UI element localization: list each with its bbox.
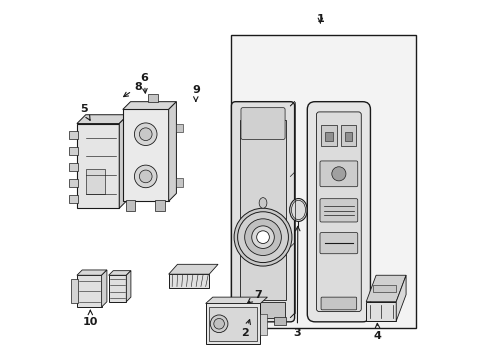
Bar [70, 279, 78, 303]
Bar [108, 275, 126, 302]
Bar [125, 201, 135, 211]
Text: 3: 3 [293, 226, 301, 338]
Bar [240, 120, 285, 300]
Bar [321, 125, 336, 147]
FancyBboxPatch shape [306, 102, 370, 322]
Bar [77, 123, 119, 208]
Polygon shape [119, 115, 128, 208]
FancyBboxPatch shape [241, 108, 285, 139]
Text: 8: 8 [123, 81, 142, 96]
Text: 1: 1 [316, 14, 324, 24]
Circle shape [244, 219, 281, 256]
FancyBboxPatch shape [319, 199, 357, 222]
Bar [176, 178, 183, 187]
Ellipse shape [291, 200, 305, 220]
FancyBboxPatch shape [316, 112, 361, 312]
Circle shape [213, 319, 224, 329]
Bar [69, 179, 78, 187]
Bar [325, 132, 332, 141]
Bar [274, 317, 285, 325]
Ellipse shape [259, 198, 266, 208]
Bar [205, 303, 260, 344]
Bar [176, 123, 183, 132]
Text: 9: 9 [191, 85, 199, 101]
Text: 5: 5 [80, 104, 90, 120]
Circle shape [234, 208, 291, 266]
Bar [237, 317, 248, 325]
Circle shape [134, 123, 157, 145]
Bar [340, 125, 356, 147]
Bar [168, 274, 209, 288]
Bar [69, 147, 78, 155]
Circle shape [251, 226, 274, 248]
Text: 7: 7 [247, 290, 262, 303]
FancyBboxPatch shape [231, 102, 294, 322]
Bar [69, 131, 78, 139]
Ellipse shape [289, 198, 306, 221]
Bar [69, 195, 78, 203]
Bar [372, 285, 395, 292]
Bar [344, 132, 352, 141]
FancyBboxPatch shape [319, 233, 357, 254]
Bar [209, 307, 256, 341]
Bar [77, 275, 102, 307]
FancyBboxPatch shape [319, 161, 357, 187]
Bar [85, 170, 105, 194]
Polygon shape [122, 102, 176, 109]
Bar [69, 163, 78, 171]
Text: 4: 4 [373, 323, 381, 341]
Bar [147, 94, 158, 102]
Circle shape [331, 167, 345, 181]
Text: 10: 10 [82, 310, 98, 327]
Text: 2: 2 [241, 320, 250, 338]
Bar [366, 302, 395, 321]
Polygon shape [77, 270, 107, 275]
Polygon shape [126, 271, 131, 302]
Polygon shape [77, 115, 128, 123]
Polygon shape [108, 271, 131, 275]
Polygon shape [168, 264, 218, 274]
Circle shape [139, 128, 152, 140]
Polygon shape [395, 275, 405, 321]
Bar [122, 109, 168, 201]
Circle shape [256, 231, 269, 243]
Polygon shape [102, 270, 107, 307]
Circle shape [134, 165, 157, 188]
Bar [155, 201, 165, 211]
Circle shape [210, 315, 227, 333]
Bar [231, 35, 415, 328]
Bar [260, 314, 266, 335]
Polygon shape [168, 102, 176, 201]
Polygon shape [366, 275, 405, 302]
Circle shape [237, 212, 288, 262]
Text: 6: 6 [140, 73, 147, 93]
Polygon shape [205, 297, 267, 303]
FancyBboxPatch shape [321, 297, 356, 310]
Circle shape [139, 170, 152, 183]
Bar [241, 302, 285, 318]
